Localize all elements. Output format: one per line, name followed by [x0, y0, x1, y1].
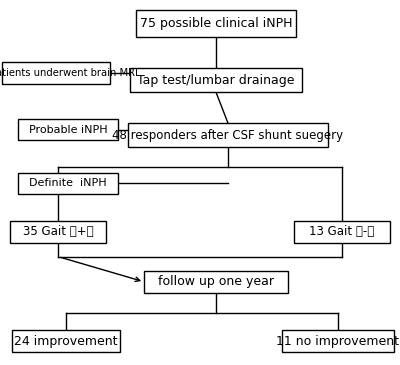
- FancyBboxPatch shape: [18, 173, 118, 194]
- FancyBboxPatch shape: [2, 62, 110, 84]
- Text: 24 improvement: 24 improvement: [14, 335, 118, 348]
- FancyBboxPatch shape: [128, 123, 328, 147]
- FancyBboxPatch shape: [130, 69, 302, 92]
- Text: Tap test/lumbar drainage: Tap test/lumbar drainage: [137, 74, 295, 87]
- Text: Probable iNPH: Probable iNPH: [29, 124, 107, 135]
- FancyBboxPatch shape: [10, 221, 106, 243]
- Text: 13 Gait （-）: 13 Gait （-）: [309, 225, 375, 238]
- Text: 48 responders after CSF shunt suegery: 48 responders after CSF shunt suegery: [112, 128, 344, 142]
- FancyBboxPatch shape: [144, 271, 288, 293]
- Text: Definite  iNPH: Definite iNPH: [29, 178, 107, 188]
- Text: 11 no improvement: 11 no improvement: [276, 335, 400, 348]
- FancyBboxPatch shape: [136, 10, 296, 37]
- FancyBboxPatch shape: [18, 119, 118, 140]
- Text: 35 Gait （+）: 35 Gait （+）: [23, 225, 93, 238]
- Text: 75 possible clinical iNPH: 75 possible clinical iNPH: [140, 17, 292, 30]
- FancyBboxPatch shape: [12, 330, 120, 352]
- Text: follow up one year: follow up one year: [158, 275, 274, 288]
- FancyBboxPatch shape: [294, 221, 390, 243]
- Text: 68 patients underwent brain MRI: 68 patients underwent brain MRI: [0, 68, 138, 78]
- FancyBboxPatch shape: [282, 330, 394, 352]
